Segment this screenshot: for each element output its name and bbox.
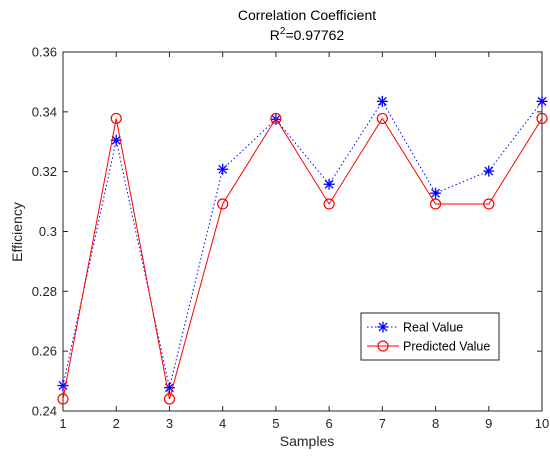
x-tick-label: 3 bbox=[166, 416, 173, 431]
x-tick-label: 9 bbox=[485, 416, 492, 431]
real-value-point bbox=[483, 165, 495, 177]
real-value-point bbox=[323, 178, 335, 190]
chart-subtitle: R2=0.97762 bbox=[270, 26, 345, 43]
predicted-value-point bbox=[163, 393, 176, 405]
predicted-value-point bbox=[429, 198, 442, 210]
plot-area: 1 2 3 4 5 6 7 8 9 10 0.24 0.26 0.28 0.3 0.32 0.34 0.36 bbox=[32, 45, 550, 432]
chart-title: Correlation Coefficient bbox=[238, 7, 376, 23]
predicted-value-point bbox=[217, 198, 229, 210]
real-value-point bbox=[430, 187, 442, 199]
predicted-value-point bbox=[323, 198, 335, 210]
legend-real-value-label: Real Value bbox=[403, 321, 463, 335]
real-value-point bbox=[536, 95, 548, 107]
legend-predicted-value-label: Predicted Value bbox=[403, 340, 490, 354]
y-tick-label: 0.24 bbox=[32, 404, 57, 419]
subtitle-superscript: 2 bbox=[280, 26, 286, 37]
x-tick-label: 6 bbox=[325, 416, 332, 431]
predicted-value-point bbox=[270, 112, 282, 125]
x-tick-label: 2 bbox=[113, 416, 120, 431]
y-tick-label: 0.32 bbox=[32, 164, 57, 179]
x-tick-label: 7 bbox=[379, 416, 386, 431]
y-tick-label: 0.26 bbox=[32, 344, 57, 359]
subtitle-suffix: =0.97762 bbox=[285, 27, 344, 43]
predicted-value-point bbox=[376, 112, 388, 125]
real-value-point bbox=[217, 163, 229, 175]
x-tick-label: 4 bbox=[219, 416, 226, 431]
legend-box bbox=[360, 312, 500, 361]
x-tick-label: 5 bbox=[272, 416, 279, 431]
predicted-value-point bbox=[483, 198, 495, 210]
y-tick-label: 0.34 bbox=[32, 104, 57, 119]
y-axis-label: Efficiency bbox=[9, 202, 25, 262]
predicted-value-point bbox=[536, 112, 548, 125]
x-tick-label: 8 bbox=[432, 416, 439, 431]
real-value-point bbox=[57, 380, 69, 392]
subtitle-prefix: R bbox=[270, 27, 280, 43]
predicted-value-point bbox=[57, 393, 69, 405]
legend-real-value-marker bbox=[377, 321, 389, 333]
legend-predicted-value-marker bbox=[377, 340, 389, 352]
x-tick-label: 1 bbox=[59, 416, 66, 431]
legend: Real Value Predicted Value bbox=[360, 312, 500, 361]
y-tick-label: 0.3 bbox=[39, 224, 57, 239]
x-axis-label: Samples bbox=[280, 433, 334, 449]
x-tick-label: 10 bbox=[535, 416, 549, 431]
y-tick-label: 0.28 bbox=[32, 284, 57, 299]
y-tick-label: 0.36 bbox=[32, 45, 57, 60]
predicted-value-point bbox=[110, 112, 122, 125]
predicted-value-line bbox=[62, 117, 543, 400]
real-value-point bbox=[376, 95, 388, 107]
